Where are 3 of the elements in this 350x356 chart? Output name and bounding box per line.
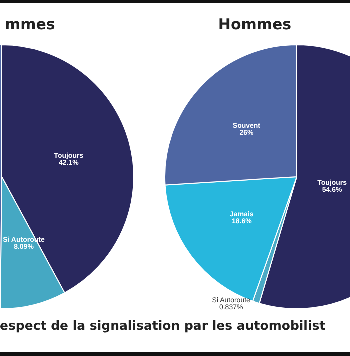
text: espect de la signalisation par les automobilist xyxy=(0,318,327,333)
chart-title: Hommes xyxy=(218,16,292,34)
chart-title: mmes xyxy=(5,16,56,34)
